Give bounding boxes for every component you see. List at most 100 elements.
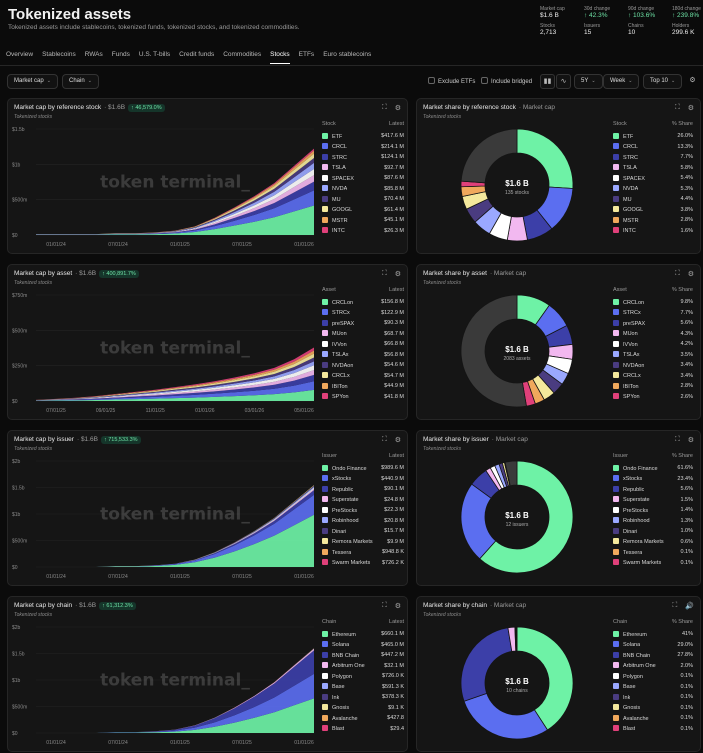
- tab-etfs[interactable]: ETFs: [298, 51, 315, 58]
- legend-row[interactable]: Polygon 0.1%: [613, 671, 693, 682]
- tab-stocks[interactable]: Stocks: [270, 50, 290, 64]
- legend-row[interactable]: NVDAon $54.6 M: [322, 360, 404, 371]
- legend-row[interactable]: CRCL $214.1 M: [322, 142, 404, 153]
- range-dropdown[interactable]: 5Y ⌄: [574, 74, 603, 89]
- legend-row[interactable]: Robinhood 1.3%: [613, 516, 693, 527]
- area-series-etf[interactable]: [36, 205, 314, 235]
- expand-icon[interactable]: ⛶: [674, 104, 680, 111]
- legend-row[interactable]: TSLA 5.8%: [613, 163, 693, 174]
- gear-icon[interactable]: ⚙: [687, 271, 694, 278]
- gear-icon[interactable]: ⚙: [394, 437, 401, 444]
- legend-row[interactable]: PreStocks $22.3 M: [322, 505, 404, 516]
- area-series-ibiton[interactable]: [36, 350, 314, 401]
- legend-row[interactable]: Arbitrum One 2.0%: [613, 661, 693, 672]
- legend-row[interactable]: Solana $465.0 M: [322, 640, 404, 651]
- exclude-etfs-checkbox[interactable]: Exclude ETFs: [428, 77, 475, 85]
- legend-row[interactable]: Polygon $726.0 K: [322, 671, 404, 682]
- legend-row[interactable]: Blast $29.4: [322, 724, 404, 735]
- legend-row[interactable]: preSPAX 5.6%: [613, 318, 693, 329]
- legend-row[interactable]: Ink 0.1%: [613, 692, 693, 703]
- legend-row[interactable]: STRCx $122.9 M: [322, 308, 404, 319]
- legend-row[interactable]: ETF 26.0%: [613, 131, 693, 142]
- legend-row[interactable]: Republic 5.6%: [613, 484, 693, 495]
- legend-row[interactable]: Ethereum $660.1 M: [322, 629, 404, 640]
- tab-funds[interactable]: Funds: [111, 51, 130, 58]
- expand-icon[interactable]: ⛶: [674, 436, 680, 443]
- area-series-ondo-finance[interactable]: [36, 514, 314, 567]
- legend-row[interactable]: Gnosis 0.1%: [613, 703, 693, 714]
- legend-row[interactable]: SPACEX $87.6 M: [322, 173, 404, 184]
- expand-icon[interactable]: ⛶: [381, 436, 387, 443]
- legend-row[interactable]: Remora Markets $9.9 M: [322, 537, 404, 548]
- legend-row[interactable]: GOOGL $61.4 M: [322, 205, 404, 216]
- legend-row[interactable]: IVVon $66.8 M: [322, 339, 404, 350]
- top-n-dropdown[interactable]: Top 10 ⌄: [643, 74, 683, 89]
- legend-row[interactable]: SPYon $41.8 M: [322, 392, 404, 403]
- area-series-tslax[interactable]: [36, 361, 314, 401]
- legend-row[interactable]: BNB Chain $447.2 M: [322, 650, 404, 661]
- legend-row[interactable]: Swarm Markets $726.2 K: [322, 558, 404, 569]
- legend-row[interactable]: Ethereum 41%: [613, 629, 693, 640]
- speaker-icon[interactable]: 🔊: [685, 603, 694, 610]
- legend-row[interactable]: MSTR 2.8%: [613, 215, 693, 226]
- area-series-prespax[interactable]: [36, 374, 314, 401]
- line-chart-toggle[interactable]: ∿: [556, 74, 571, 89]
- expand-icon[interactable]: ⛶: [381, 602, 387, 609]
- area-series-crcl[interactable]: [36, 190, 314, 235]
- interval-dropdown[interactable]: Week ⌄: [603, 74, 640, 89]
- legend-row[interactable]: MU 4.4%: [613, 194, 693, 205]
- legend-row[interactable]: MUon 4.3%: [613, 329, 693, 340]
- legend-row[interactable]: Republic $90.1 M: [322, 484, 404, 495]
- donut-slice-solana[interactable]: [463, 692, 549, 740]
- legend-row[interactable]: TSLA $92.7 M: [322, 163, 404, 174]
- tab-rwas[interactable]: RWAs: [84, 51, 103, 58]
- area-series-muon[interactable]: [36, 370, 314, 401]
- tab-euro-stablecoins[interactable]: Euro stablecoins: [323, 51, 372, 58]
- legend-row[interactable]: TSLAx 3.5%: [613, 350, 693, 361]
- legend-row[interactable]: NVDA 5.3%: [613, 184, 693, 195]
- legend-row[interactable]: STRC 7.7%: [613, 152, 693, 163]
- legend-row[interactable]: Remora Markets 0.6%: [613, 537, 693, 548]
- tab-overview[interactable]: Overview: [6, 51, 34, 58]
- legend-row[interactable]: MU $70.4 M: [322, 194, 404, 205]
- legend-row[interactable]: Base 0.1%: [613, 682, 693, 693]
- donut-slice-other[interactable]: [504, 460, 518, 487]
- legend-row[interactable]: Gnosis $9.1 K: [322, 703, 404, 714]
- legend-row[interactable]: ETF $417.6 M: [322, 131, 404, 142]
- expand-icon[interactable]: ⛶: [381, 104, 387, 111]
- legend-row[interactable]: Avalanche 0.1%: [613, 713, 693, 724]
- legend-row[interactable]: MSTR $45.1 M: [322, 215, 404, 226]
- gear-icon[interactable]: ⚙: [394, 603, 401, 610]
- legend-row[interactable]: GOOGL 3.8%: [613, 205, 693, 216]
- area-series-nvdaon[interactable]: [36, 357, 314, 401]
- legend-row[interactable]: Dinari 1.0%: [613, 526, 693, 537]
- legend-row[interactable]: Arbitrum One $32.1 M: [322, 661, 404, 672]
- legend-row[interactable]: SPYon 2.6%: [613, 392, 693, 403]
- legend-row[interactable]: INTC 1.6%: [613, 226, 693, 237]
- gear-icon[interactable]: ⚙: [687, 105, 694, 112]
- donut-slice-ondo-finance[interactable]: [479, 460, 574, 574]
- area-series-solana[interactable]: [36, 673, 314, 733]
- legend-row[interactable]: Dinari $15.7 M: [322, 526, 404, 537]
- legend-row[interactable]: Robinhood $20.8 M: [322, 516, 404, 527]
- legend-row[interactable]: SPACEX 5.4%: [613, 173, 693, 184]
- legend-row[interactable]: CRCLx $54.7 M: [322, 371, 404, 382]
- legend-row[interactable]: IBITon $44.9 M: [322, 381, 404, 392]
- tab-commodities[interactable]: Commodities: [223, 51, 262, 58]
- include-bridged-checkbox[interactable]: Include bridged: [481, 77, 532, 85]
- settings-button[interactable]: ⚙: [685, 74, 700, 89]
- legend-row[interactable]: Ondo Finance $989.6 M: [322, 463, 404, 474]
- legend-row[interactable]: BNB Chain 27.8%: [613, 650, 693, 661]
- legend-row[interactable]: Tessera $948.8 K: [322, 547, 404, 558]
- area-series-ivvon[interactable]: [36, 365, 314, 401]
- group-dropdown[interactable]: Chain ⌄: [62, 74, 99, 89]
- gear-icon[interactable]: ⚙: [394, 105, 401, 112]
- legend-row[interactable]: CRCLon 9.8%: [613, 297, 693, 308]
- donut-slice-ethereum[interactable]: [516, 626, 574, 731]
- bar-chart-toggle[interactable]: ▮▮: [540, 74, 555, 89]
- legend-row[interactable]: Blast 0.1%: [613, 724, 693, 735]
- legend-row[interactable]: PreStocks 1.4%: [613, 505, 693, 516]
- legend-row[interactable]: Superstate $24.8 M: [322, 495, 404, 506]
- legend-row[interactable]: INTC $26.3 M: [322, 226, 404, 237]
- legend-row[interactable]: Tessera 0.1%: [613, 547, 693, 558]
